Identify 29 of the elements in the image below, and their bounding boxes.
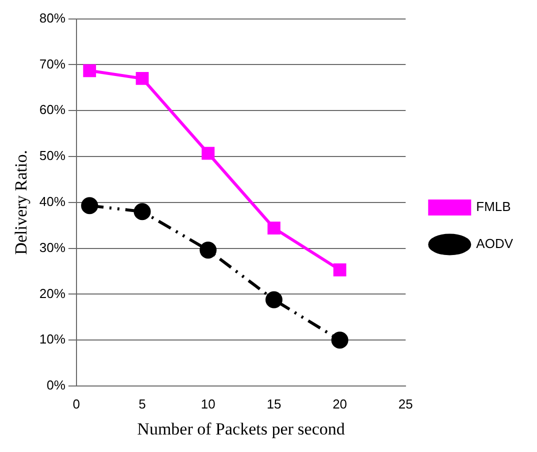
y-tick-label: 70% — [39, 56, 66, 72]
y-tick-label: 40% — [39, 194, 66, 209]
legend-label: FMLB — [476, 199, 511, 214]
x-axis-title: Number of Packets per second — [137, 419, 346, 438]
point — [200, 242, 217, 259]
y-axis-title: Delivery Ratio. — [12, 150, 31, 255]
y-tick-label: 50% — [39, 148, 66, 164]
point — [83, 64, 96, 78]
point — [136, 72, 149, 85]
point — [265, 291, 282, 308]
y-tick-label: 80% — [39, 10, 66, 26]
x-tick-label: 10 — [200, 396, 216, 412]
point — [81, 197, 98, 214]
x-tick-label: 0 — [72, 396, 80, 412]
y-tick-label: 20% — [39, 286, 66, 301]
y-tick-label: 60% — [39, 102, 66, 118]
y-tick-label: 30% — [39, 240, 66, 255]
x-tick-label: 5 — [138, 396, 146, 412]
legend-label: AODV — [476, 236, 514, 252]
point — [333, 263, 346, 276]
x-tick-label: 20 — [332, 396, 348, 412]
x-tick-label: 25 — [398, 396, 413, 412]
point — [202, 146, 215, 160]
point — [331, 332, 348, 349]
y-tick-label: 0% — [46, 378, 66, 393]
x-tick-label: 15 — [266, 396, 282, 412]
y-tick-label: 10% — [39, 332, 66, 347]
point — [134, 203, 151, 220]
point — [268, 222, 280, 235]
